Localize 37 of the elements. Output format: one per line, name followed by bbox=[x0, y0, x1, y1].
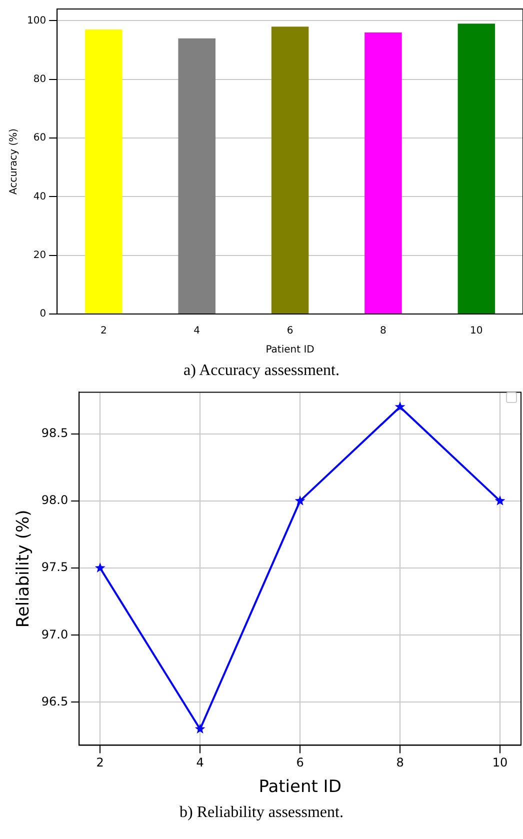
y-tick-label: 97.5 bbox=[41, 560, 68, 574]
bar bbox=[85, 30, 122, 314]
point bbox=[94, 562, 106, 572]
y-tick-label: 60 bbox=[33, 132, 46, 144]
y-tick-label: 98.5 bbox=[41, 426, 68, 440]
x-axis-title: Patient ID bbox=[266, 344, 315, 356]
text: a) Accuracy assessment. bbox=[182, 361, 340, 381]
x-axis-title: Patient ID bbox=[258, 777, 342, 798]
x-tick-label: 6 bbox=[286, 326, 294, 337]
y-tick-label: 40 bbox=[33, 191, 46, 202]
y-axis-title: Accuracy (%) bbox=[8, 128, 20, 195]
bar bbox=[271, 26, 309, 314]
y-tick-label: 20 bbox=[33, 250, 46, 261]
point bbox=[494, 495, 506, 506]
x-tick-label: 10 bbox=[470, 326, 483, 337]
x-tick-label: 6 bbox=[296, 756, 304, 770]
x-tick-label: 4 bbox=[194, 326, 200, 337]
x-tick-label: 4 bbox=[196, 756, 204, 770]
x-tick-label: 10 bbox=[492, 756, 508, 770]
y-tick-label: 80 bbox=[33, 74, 46, 85]
bar bbox=[364, 32, 402, 314]
y-tick-label: 98.0 bbox=[41, 493, 68, 508]
x-tick-label: 8 bbox=[380, 326, 386, 337]
y-tick-label: 0 bbox=[40, 308, 46, 320]
point bbox=[394, 401, 406, 412]
bar bbox=[458, 24, 496, 314]
point bbox=[294, 495, 306, 506]
y-axis-title: Reliability (%) bbox=[14, 510, 34, 628]
bar bbox=[178, 38, 216, 314]
point bbox=[194, 724, 206, 734]
x-tick-label: 8 bbox=[396, 756, 404, 770]
x-tick-label: 2 bbox=[96, 756, 104, 770]
y-tick-label: 100 bbox=[26, 15, 46, 26]
y-tick-label: 96.5 bbox=[41, 694, 68, 708]
x-tick-label: 2 bbox=[100, 326, 107, 337]
text: b) Reliability assessment. bbox=[178, 803, 344, 823]
y-tick-label: 97.0 bbox=[41, 627, 68, 642]
